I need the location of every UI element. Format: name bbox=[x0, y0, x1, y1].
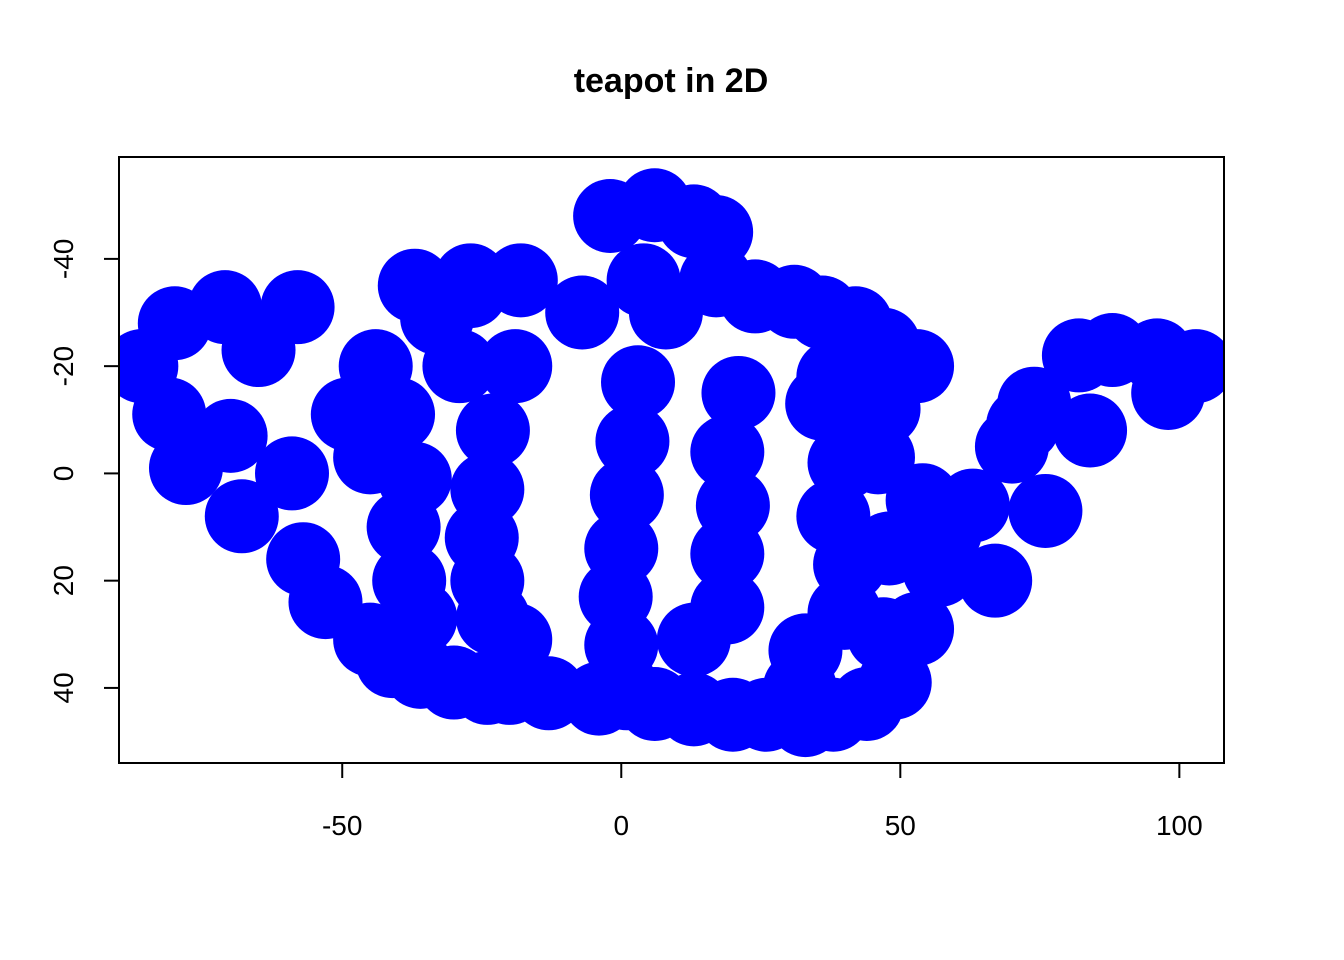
y-axis: -40 -20 0 20 40 bbox=[48, 239, 120, 703]
y-tick-label: 20 bbox=[48, 565, 79, 596]
data-point bbox=[221, 313, 296, 388]
y-tick-label: 40 bbox=[48, 672, 79, 703]
data-point bbox=[595, 404, 670, 479]
data-point bbox=[478, 602, 553, 677]
x-tick-label: 100 bbox=[1156, 810, 1203, 841]
data-point bbox=[455, 393, 530, 468]
data-point bbox=[400, 280, 475, 355]
data-point bbox=[852, 511, 927, 586]
data-point bbox=[1053, 393, 1128, 468]
data-point bbox=[366, 490, 441, 565]
data-point bbox=[383, 581, 458, 656]
y-tick-label: -20 bbox=[48, 346, 79, 386]
data-point bbox=[958, 543, 1033, 618]
data-point bbox=[1131, 355, 1206, 430]
data-point bbox=[690, 414, 765, 489]
data-point bbox=[255, 436, 330, 511]
data-point bbox=[846, 597, 921, 672]
data-point bbox=[690, 516, 765, 591]
data-point bbox=[880, 329, 955, 404]
data-point bbox=[656, 602, 731, 677]
y-tick-label: 0 bbox=[48, 466, 79, 482]
x-tick-label: 0 bbox=[613, 810, 629, 841]
data-point bbox=[584, 608, 659, 683]
data-point bbox=[589, 457, 664, 532]
data-point bbox=[148, 431, 223, 506]
data-point bbox=[1008, 473, 1083, 548]
data-point bbox=[338, 329, 413, 404]
x-tick-label: -50 bbox=[322, 810, 362, 841]
data-point bbox=[762, 650, 837, 725]
points-layer bbox=[119, 168, 1224, 758]
y-tick-label: -40 bbox=[48, 239, 79, 279]
data-point bbox=[478, 329, 553, 404]
x-axis: -50 0 50 100 bbox=[322, 762, 1203, 841]
chart-title: teapot in 2D bbox=[574, 62, 769, 100]
data-point bbox=[701, 355, 776, 430]
data-point bbox=[907, 495, 982, 570]
data-point bbox=[204, 479, 279, 554]
data-point bbox=[824, 318, 899, 393]
data-point bbox=[601, 345, 676, 420]
data-point bbox=[974, 409, 1049, 484]
data-point bbox=[545, 275, 620, 350]
x-tick-label: 50 bbox=[885, 810, 916, 841]
